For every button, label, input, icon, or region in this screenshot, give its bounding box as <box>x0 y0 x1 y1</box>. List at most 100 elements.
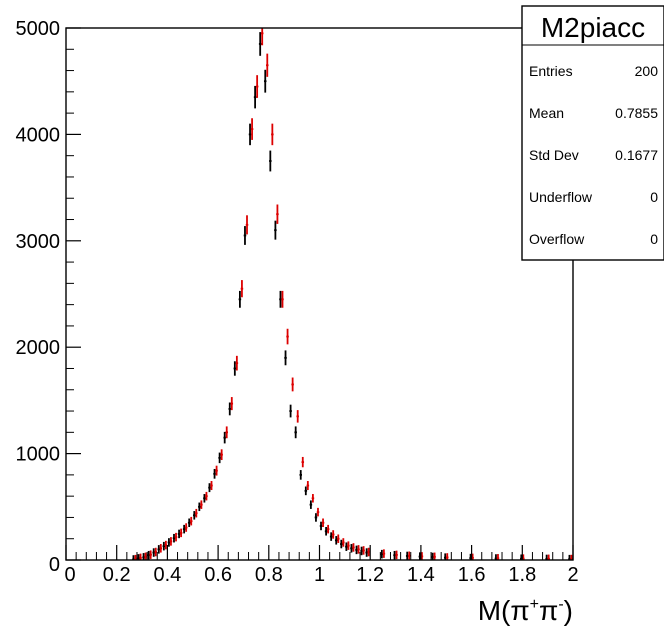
data-point <box>271 123 274 146</box>
data-point <box>301 456 305 468</box>
data-point <box>187 518 191 528</box>
data-point <box>240 280 244 298</box>
x-tick-label: 1.6 <box>458 564 486 586</box>
data-point <box>340 539 343 549</box>
data-point <box>352 543 355 552</box>
data-point <box>326 524 330 534</box>
data-point <box>144 552 147 560</box>
data-point <box>167 538 171 547</box>
data-point <box>309 500 313 509</box>
y-tick-label: 1000 <box>16 444 61 466</box>
data-point <box>157 545 161 554</box>
data-point <box>433 552 436 560</box>
data-point <box>220 449 223 461</box>
data-point <box>367 547 370 557</box>
data-point <box>174 532 178 542</box>
y-tick-label: 2000 <box>16 337 61 359</box>
data-point <box>395 550 398 560</box>
data-point <box>172 533 176 543</box>
data-point <box>314 513 318 522</box>
series-0 <box>132 32 571 561</box>
data-point <box>134 554 137 561</box>
x-tick-label: 0.2 <box>103 564 131 586</box>
data-point <box>213 468 216 479</box>
data-point <box>345 542 348 551</box>
data-point <box>316 507 320 517</box>
stats-label: Mean <box>529 105 564 121</box>
data-point <box>263 69 267 93</box>
data-point <box>306 481 310 491</box>
data-point <box>245 215 249 235</box>
data-point <box>296 410 299 423</box>
stats-value: 0.7855 <box>615 105 658 121</box>
y-tick-label: 0 <box>49 554 60 576</box>
data-point <box>149 550 152 559</box>
stats-label: Entries <box>529 63 573 79</box>
data-point <box>260 28 264 46</box>
data-point <box>329 532 333 541</box>
x-tick-label: 1 <box>314 564 325 586</box>
stats-row-entries: Entries 200 <box>529 63 658 79</box>
stats-row-mean: Mean 0.7855 <box>529 105 658 121</box>
data-point <box>162 541 166 551</box>
data-point <box>258 32 262 56</box>
data-point <box>200 500 203 509</box>
data-point <box>311 494 315 503</box>
data-point <box>334 536 338 545</box>
data-point <box>253 85 257 109</box>
data-point <box>276 204 279 224</box>
data-point <box>266 53 269 77</box>
y-tick-label: 5000 <box>16 18 61 40</box>
data-point <box>203 494 206 503</box>
data-point <box>248 123 252 146</box>
y-tick-label: 3000 <box>16 231 61 253</box>
stats-label: Underflow <box>529 189 593 205</box>
data-point <box>362 546 365 555</box>
x-tick-label: 0.8 <box>255 564 283 586</box>
data-point <box>228 402 232 416</box>
data-point <box>154 547 158 557</box>
data-point <box>284 350 287 366</box>
data-point <box>331 530 335 539</box>
data-marks <box>132 28 573 561</box>
data-point <box>250 118 254 140</box>
data-point <box>218 452 221 464</box>
x-tick-label: 0.6 <box>204 564 232 586</box>
data-point <box>269 150 272 172</box>
x-tick-label: 2 <box>567 564 578 586</box>
x-tick-label: 0 <box>64 564 75 586</box>
data-point <box>255 75 259 98</box>
stats-row-stddev: Std Dev 0.1677 <box>529 147 658 163</box>
data-point <box>547 554 550 560</box>
data-point <box>304 486 308 496</box>
stats-title: M2piacc <box>541 12 645 43</box>
x-tick-label: 1.8 <box>508 564 536 586</box>
stats-row-overflow: Overflow 0 <box>529 231 658 247</box>
stats-value: 0 <box>650 231 658 247</box>
data-point <box>299 470 303 480</box>
data-point <box>215 465 218 476</box>
data-point <box>294 426 297 439</box>
data-point <box>382 549 386 558</box>
data-point <box>179 528 183 538</box>
stats-value: 200 <box>635 63 659 79</box>
series-1 <box>134 28 573 561</box>
y-tick-label: 4000 <box>16 124 61 146</box>
data-point <box>342 538 345 547</box>
data-point <box>193 511 196 520</box>
data-point <box>223 431 226 444</box>
stats-row-underflow: Underflow 0 <box>529 189 658 205</box>
data-point <box>235 355 239 371</box>
data-point <box>169 537 173 546</box>
x-tick-label: 1.2 <box>356 564 384 586</box>
data-point <box>225 426 228 439</box>
data-point <box>281 290 284 308</box>
data-point <box>164 540 168 550</box>
y-axis: 0 1000 2000 3000 4000 5000 <box>16 18 81 576</box>
data-point <box>177 529 181 539</box>
data-point <box>208 483 211 493</box>
data-point <box>445 553 449 560</box>
data-point <box>182 524 186 534</box>
data-point <box>496 554 500 560</box>
